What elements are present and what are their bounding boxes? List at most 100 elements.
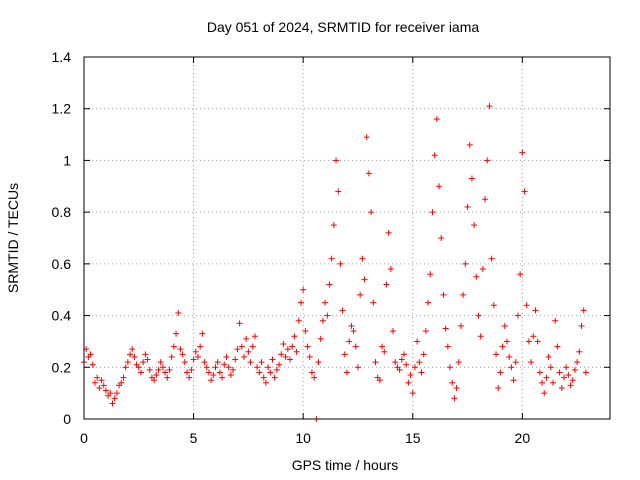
data-point (127, 351, 134, 358)
data-point (447, 364, 454, 371)
data-point (166, 366, 173, 373)
data-point (135, 364, 142, 371)
data-point (89, 361, 96, 368)
data-point (411, 364, 418, 371)
y-tick-label: 0.6 (52, 256, 72, 272)
data-point (280, 341, 287, 348)
data-point (322, 299, 329, 306)
data-points (81, 103, 589, 422)
data-point (124, 359, 131, 366)
data-point (335, 188, 342, 195)
data-point (552, 317, 559, 324)
data-point (431, 152, 438, 159)
data-point (442, 325, 449, 332)
x-tick-label: 0 (80, 430, 88, 446)
data-point (251, 333, 258, 340)
data-point (102, 387, 109, 394)
data-point (499, 343, 506, 350)
data-point (192, 348, 199, 355)
y-tick-label: 0.4 (52, 308, 72, 324)
data-point (219, 374, 226, 381)
gridlines (84, 57, 610, 419)
data-point (131, 353, 138, 360)
data-point (398, 356, 405, 363)
data-point (291, 333, 298, 340)
data-point (528, 359, 535, 366)
data-point (278, 351, 285, 358)
data-point (311, 374, 318, 381)
data-point (188, 366, 195, 373)
x-tick-label: 15 (405, 430, 421, 446)
data-point (344, 369, 350, 376)
data-point (230, 366, 237, 373)
data-point (379, 343, 386, 350)
data-point (258, 359, 265, 366)
data-point (295, 317, 302, 324)
data-point (190, 356, 197, 363)
data-point (376, 377, 383, 384)
data-point (287, 356, 294, 363)
data-point (372, 359, 379, 366)
data-point (387, 266, 394, 273)
data-point (113, 390, 120, 397)
data-point (326, 281, 333, 288)
data-point (271, 374, 278, 381)
data-point (495, 384, 502, 391)
data-point (501, 322, 508, 329)
data-point (210, 372, 217, 379)
data-point (503, 338, 510, 345)
data-point (385, 229, 392, 236)
data-point (267, 369, 274, 376)
data-point (184, 369, 191, 376)
data-point (137, 369, 144, 376)
data-point (144, 356, 151, 363)
data-point (203, 364, 210, 371)
data-point (493, 351, 500, 358)
data-point (94, 374, 101, 381)
data-point (563, 364, 570, 371)
data-point (234, 346, 241, 353)
data-point (240, 353, 247, 360)
data-point (199, 330, 206, 337)
data-point (429, 209, 436, 216)
data-point (315, 359, 322, 366)
data-point (107, 390, 114, 397)
data-point (392, 359, 399, 366)
data-point (256, 369, 263, 376)
data-point (550, 379, 557, 386)
y-tick-label: 1.4 (52, 49, 72, 65)
data-point (383, 281, 390, 288)
data-point (273, 366, 280, 373)
data-point (488, 255, 495, 262)
data-point (91, 379, 98, 386)
data-point (168, 353, 175, 360)
data-point (418, 369, 425, 376)
data-point (243, 335, 250, 342)
data-point (532, 307, 539, 314)
data-point (556, 369, 563, 376)
data-point (365, 170, 372, 177)
data-point (514, 312, 521, 319)
data-point (547, 364, 554, 371)
data-point (284, 346, 291, 353)
data-point (201, 359, 208, 366)
data-point (571, 366, 578, 373)
data-point (341, 351, 348, 358)
data-point (486, 103, 493, 110)
data-point (140, 359, 147, 366)
plot-frame (83, 56, 611, 420)
data-point (100, 382, 107, 389)
axes: 0 5 10 15 20 0 0.2 0.4 0.6 0.8 1 1.2 1.4 (52, 49, 611, 446)
data-point (545, 353, 552, 360)
data-point (534, 338, 541, 345)
data-point (98, 377, 105, 384)
data-point (319, 317, 326, 324)
data-point (390, 328, 397, 335)
data-point (462, 260, 469, 267)
data-point (142, 351, 149, 358)
data-point (578, 322, 585, 329)
data-point (436, 183, 443, 190)
data-point (420, 351, 427, 358)
data-point (508, 364, 515, 371)
